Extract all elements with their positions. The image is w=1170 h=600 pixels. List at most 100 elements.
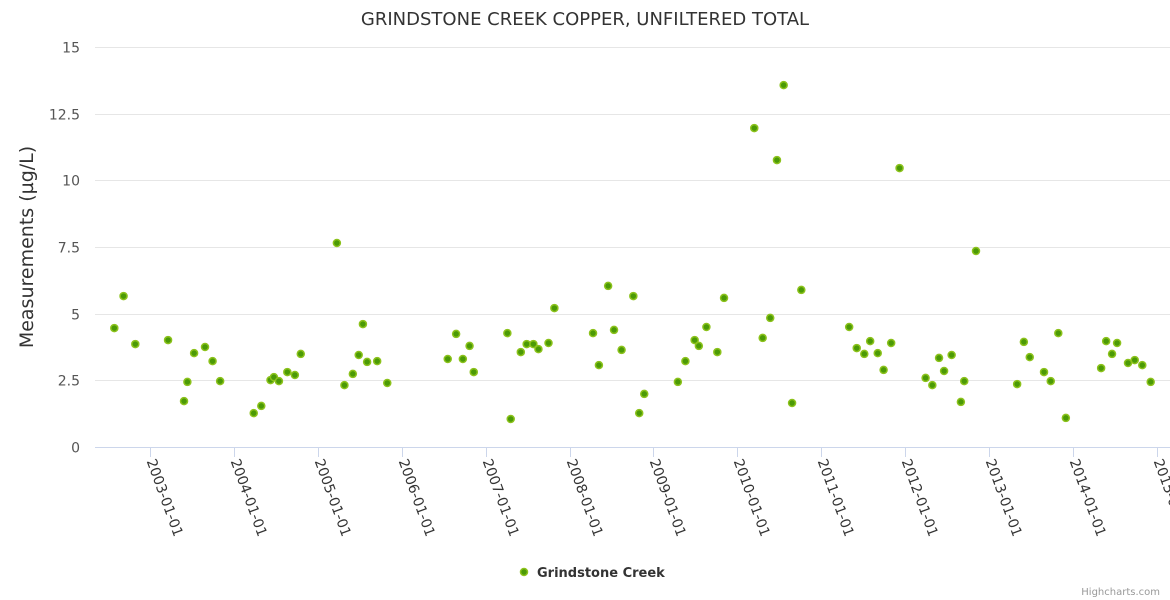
data-point[interactable]: [529, 339, 538, 349]
data-point[interactable]: [469, 367, 479, 377]
data-point[interactable]: [895, 163, 904, 173]
data-point[interactable]: [765, 313, 775, 323]
data-point[interactable]: [673, 377, 683, 387]
data-point[interactable]: [215, 376, 225, 386]
data-point[interactable]: [588, 328, 598, 338]
data-point[interactable]: [634, 408, 644, 418]
data-point[interactable]: [719, 293, 729, 303]
data-point[interactable]: [189, 348, 199, 358]
data-point[interactable]: [503, 328, 512, 338]
data-point[interactable]: [886, 338, 896, 348]
data-point[interactable]: [690, 335, 699, 345]
data-point[interactable]: [1039, 367, 1049, 377]
data-point[interactable]: [119, 291, 128, 301]
data-point[interactable]: [516, 347, 526, 357]
data-point[interactable]: [249, 408, 258, 418]
data-point[interactable]: [332, 238, 342, 248]
data-point[interactable]: [274, 376, 284, 386]
credits-link[interactable]: Highcharts.com: [1081, 587, 1160, 598]
data-point[interactable]: [939, 366, 949, 376]
data-point[interactable]: [534, 344, 543, 354]
data-point[interactable]: [971, 246, 981, 256]
data-point[interactable]: [1101, 336, 1111, 346]
data-point[interactable]: [758, 333, 767, 343]
data-point[interactable]: [787, 398, 797, 408]
data-point[interactable]: [358, 319, 368, 329]
x-tick-label: 2011-01-01: [814, 457, 857, 539]
data-point[interactable]: [956, 397, 966, 407]
data-point[interactable]: [750, 123, 759, 133]
data-point[interactable]: [865, 336, 875, 346]
data-point[interactable]: [609, 325, 619, 335]
y-tick-label: 10: [62, 174, 80, 190]
data-point[interactable]: [702, 322, 711, 332]
data-point[interactable]: [1146, 377, 1155, 387]
data-point[interactable]: [1012, 379, 1022, 389]
data-point[interactable]: [860, 349, 869, 359]
data-point[interactable]: [544, 338, 553, 348]
data-point[interactable]: [283, 367, 292, 377]
data-point[interactable]: [340, 380, 349, 390]
data-point[interactable]: [603, 281, 613, 291]
data-point[interactable]: [873, 348, 882, 358]
data-point[interactable]: [131, 339, 140, 349]
data-point[interactable]: [200, 342, 210, 352]
data-point[interactable]: [296, 349, 306, 359]
data-point[interactable]: [1123, 358, 1133, 368]
data-point[interactable]: [928, 380, 937, 390]
data-point[interactable]: [1025, 352, 1034, 362]
data-point[interactable]: [879, 365, 888, 375]
data-point[interactable]: [1019, 337, 1029, 347]
x-tick-label: 2014-01-01: [1066, 457, 1109, 539]
data-point[interactable]: [1130, 355, 1139, 365]
data-point[interactable]: [465, 341, 474, 351]
data-point[interactable]: [629, 291, 638, 301]
data-point[interactable]: [959, 376, 969, 386]
data-point[interactable]: [383, 378, 392, 388]
data-point[interactable]: [852, 343, 861, 353]
data-point[interactable]: [372, 356, 382, 366]
data-point[interactable]: [506, 414, 515, 424]
data-point[interactable]: [451, 329, 461, 339]
data-point[interactable]: [110, 323, 119, 333]
data-point[interactable]: [772, 155, 782, 165]
data-point[interactable]: [354, 350, 363, 360]
legend-item-grindstone-creek[interactable]: Grindstone Creek: [519, 566, 666, 581]
data-point[interactable]: [1046, 376, 1055, 386]
data-point[interactable]: [947, 350, 956, 360]
data-point[interactable]: [550, 303, 559, 313]
data-point[interactable]: [1138, 360, 1147, 370]
legend-marker: [519, 567, 529, 577]
data-point[interactable]: [362, 357, 372, 367]
data-point[interactable]: [640, 389, 649, 399]
data-point[interactable]: [1107, 349, 1117, 359]
data-point[interactable]: [348, 369, 358, 379]
data-point[interactable]: [934, 353, 944, 363]
data-point[interactable]: [921, 373, 930, 383]
data-point[interactable]: [183, 377, 192, 387]
data-point[interactable]: [1096, 363, 1106, 373]
data-point[interactable]: [779, 80, 788, 90]
data-point[interactable]: [208, 356, 217, 366]
data-point[interactable]: [458, 354, 468, 364]
data-point[interactable]: [1112, 338, 1122, 348]
data-point[interactable]: [797, 285, 806, 295]
data-point[interactable]: [257, 401, 266, 411]
legend-label[interactable]: Grindstone Creek: [537, 566, 665, 581]
data-point[interactable]: [179, 396, 189, 406]
data-point[interactable]: [522, 339, 531, 349]
x-tick-label: 2003-01-01: [143, 457, 186, 539]
data-point[interactable]: [163, 335, 173, 345]
data-point[interactable]: [443, 354, 452, 364]
data-point[interactable]: [1061, 413, 1071, 423]
data-point[interactable]: [1054, 328, 1063, 338]
data-point[interactable]: [844, 322, 854, 332]
data-point[interactable]: [617, 345, 626, 355]
x-tick-label: 2008-01-01: [563, 457, 606, 539]
data-point[interactable]: [681, 356, 690, 366]
data-point[interactable]: [694, 341, 704, 351]
data-point[interactable]: [594, 360, 604, 370]
data-point[interactable]: [290, 370, 300, 380]
data-point[interactable]: [713, 347, 722, 357]
